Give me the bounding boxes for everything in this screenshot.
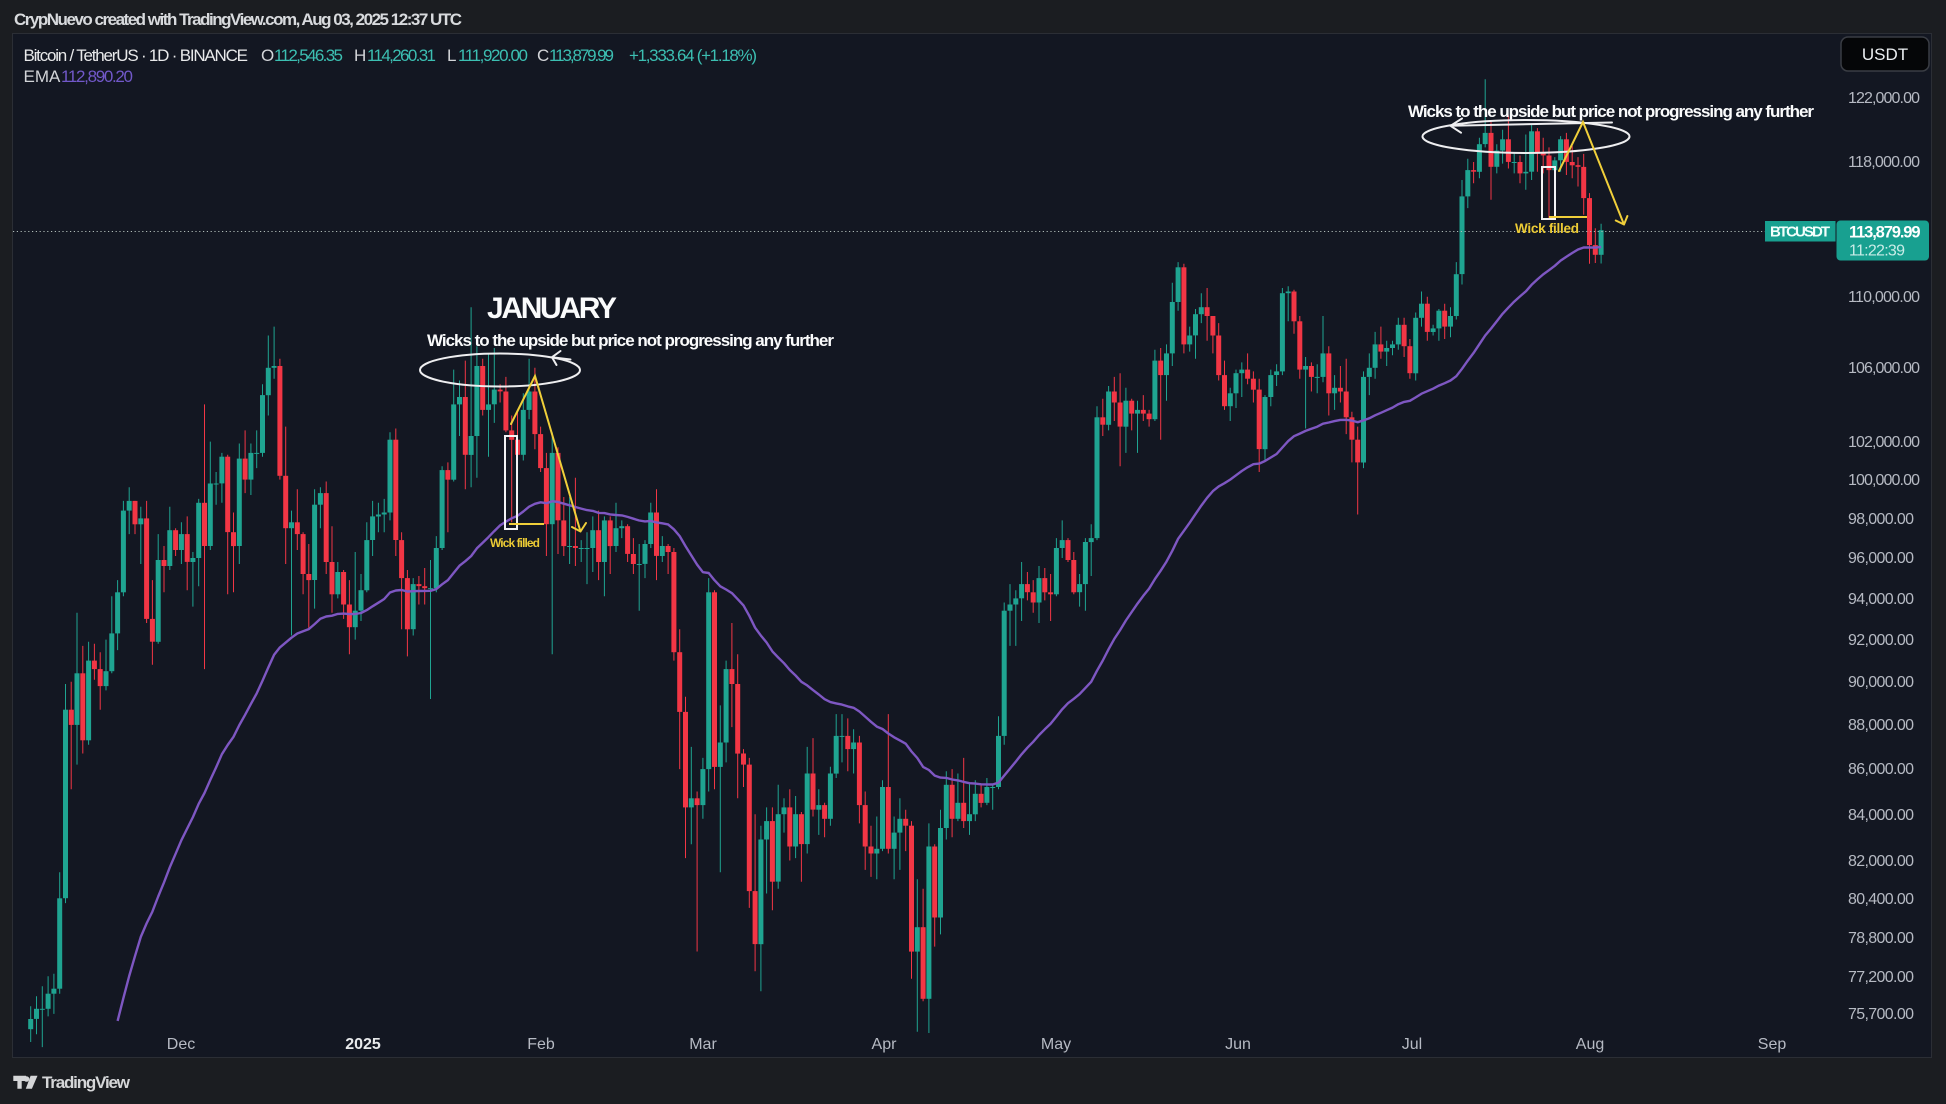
svg-text:90,000.00: 90,000.00 [1848, 674, 1914, 691]
svg-text:Bitcoin / TetherUS · 1D · BINA: Bitcoin / TetherUS · 1D · BINANCE [24, 46, 249, 65]
svg-text:80,400.00: 80,400.00 [1848, 891, 1914, 908]
svg-text:118,000.00: 118,000.00 [1848, 154, 1920, 171]
svg-text:100,000.00: 100,000.00 [1848, 472, 1920, 489]
svg-text:94,000.00: 94,000.00 [1848, 591, 1914, 608]
svg-text:Wick filled: Wick filled [1515, 221, 1579, 236]
svg-text:Sep: Sep [1758, 1036, 1787, 1053]
svg-text:114,260.31: 114,260.31 [367, 46, 436, 65]
svg-text:Wick filled: Wick filled [490, 536, 540, 550]
svg-text:112,890.20: 112,890.20 [61, 67, 133, 86]
svg-text:Wicks to the upside but price: Wicks to the upside but price not progre… [1408, 102, 1814, 121]
svg-text:122,000.00: 122,000.00 [1848, 90, 1920, 107]
svg-text:Aug: Aug [1576, 1036, 1604, 1053]
svg-text:77,200.00: 77,200.00 [1848, 969, 1914, 986]
svg-text:JANUARY: JANUARY [487, 292, 617, 325]
svg-text:110,000.00: 110,000.00 [1848, 289, 1920, 306]
svg-text:2025: 2025 [345, 1036, 381, 1053]
svg-text:CrypNuevo created with Trading: CrypNuevo created with TradingView.com, … [14, 10, 462, 29]
svg-text:L: L [447, 46, 456, 65]
svg-text:Apr: Apr [872, 1036, 898, 1053]
svg-text:EMA: EMA [24, 67, 62, 86]
svg-text:Wicks to the upside but price: Wicks to the upside but price not progre… [427, 331, 834, 350]
svg-text:Jun: Jun [1225, 1036, 1251, 1053]
svg-text:82,000.00: 82,000.00 [1848, 853, 1914, 870]
svg-text:113,879.99: 113,879.99 [549, 46, 614, 65]
svg-text:BTCUSDT: BTCUSDT [1770, 224, 1830, 241]
svg-text:88,000.00: 88,000.00 [1848, 717, 1914, 734]
svg-text:USDT: USDT [1862, 45, 1908, 64]
svg-text:86,000.00: 86,000.00 [1848, 761, 1914, 778]
svg-text:102,000.00: 102,000.00 [1848, 434, 1920, 451]
svg-text:113,879.99: 113,879.99 [1849, 224, 1921, 242]
svg-text:+1,333.64 (+1.18%): +1,333.64 (+1.18%) [629, 46, 757, 65]
svg-text:O: O [261, 46, 274, 65]
svg-text:Mar: Mar [689, 1036, 717, 1053]
svg-text:92,000.00: 92,000.00 [1848, 632, 1914, 649]
svg-text:98,000.00: 98,000.00 [1848, 511, 1914, 528]
svg-text:May: May [1041, 1036, 1071, 1053]
svg-text:75,700.00: 75,700.00 [1848, 1006, 1914, 1023]
svg-text:C: C [537, 46, 549, 65]
svg-text:TradingView: TradingView [42, 1073, 131, 1092]
svg-text:H: H [354, 46, 366, 65]
svg-text:96,000.00: 96,000.00 [1848, 550, 1914, 567]
svg-text:111,920.00: 111,920.00 [458, 46, 528, 65]
svg-text:Jul: Jul [1402, 1036, 1422, 1053]
svg-text:106,000.00: 106,000.00 [1848, 360, 1920, 377]
svg-text:78,800.00: 78,800.00 [1848, 930, 1914, 947]
svg-text:112,546.35: 112,546.35 [274, 46, 343, 65]
svg-text:11:22:39: 11:22:39 [1849, 243, 1905, 260]
svg-text:84,000.00: 84,000.00 [1848, 807, 1914, 824]
svg-text:Feb: Feb [527, 1036, 555, 1053]
svg-text:Dec: Dec [167, 1036, 195, 1053]
